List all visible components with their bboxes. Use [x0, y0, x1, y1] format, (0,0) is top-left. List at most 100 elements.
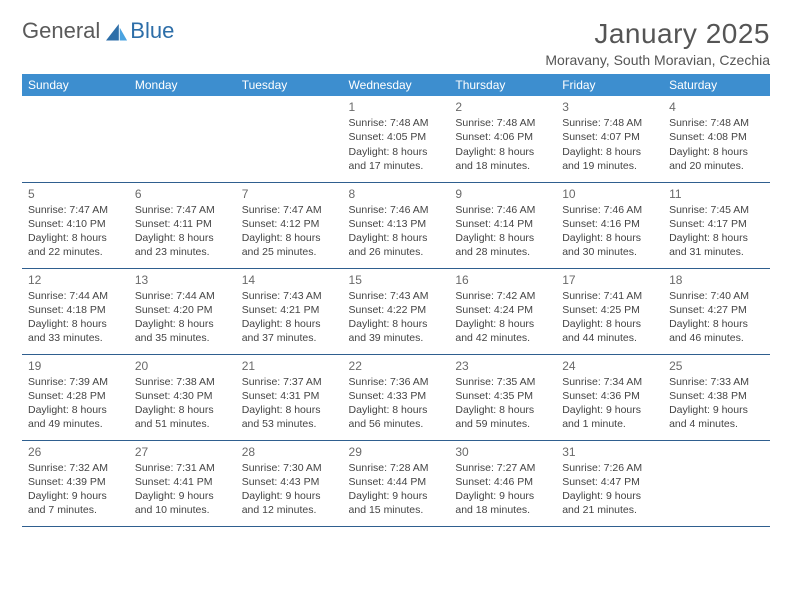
sunset-line: Sunset: 4:39 PM	[28, 475, 123, 489]
sunrise-line: Sunrise: 7:48 AM	[669, 116, 764, 130]
sunrise-line: Sunrise: 7:43 AM	[242, 289, 337, 303]
daylight-line: Daylight: 8 hours and 37 minutes.	[242, 317, 337, 345]
calendar-body: 1Sunrise: 7:48 AMSunset: 4:05 PMDaylight…	[22, 96, 770, 526]
calendar-table: SundayMondayTuesdayWednesdayThursdayFrid…	[22, 74, 770, 527]
daylight-line: Daylight: 8 hours and 25 minutes.	[242, 231, 337, 259]
day-number: 16	[455, 272, 550, 288]
calendar-day-cell: 26Sunrise: 7:32 AMSunset: 4:39 PMDayligh…	[22, 440, 129, 526]
daylight-line: Daylight: 9 hours and 15 minutes.	[349, 489, 444, 517]
logo-text-general: General	[22, 18, 100, 44]
sunrise-line: Sunrise: 7:48 AM	[562, 116, 657, 130]
daylight-line: Daylight: 8 hours and 49 minutes.	[28, 403, 123, 431]
day-number: 24	[562, 358, 657, 374]
calendar-empty-cell	[236, 96, 343, 182]
sunrise-line: Sunrise: 7:32 AM	[28, 461, 123, 475]
calendar-week-row: 1Sunrise: 7:48 AMSunset: 4:05 PMDaylight…	[22, 96, 770, 182]
daylight-line: Daylight: 8 hours and 33 minutes.	[28, 317, 123, 345]
day-number: 26	[28, 444, 123, 460]
daylight-line: Daylight: 9 hours and 18 minutes.	[455, 489, 550, 517]
sunrise-line: Sunrise: 7:26 AM	[562, 461, 657, 475]
sunset-line: Sunset: 4:36 PM	[562, 389, 657, 403]
calendar-day-cell: 27Sunrise: 7:31 AMSunset: 4:41 PMDayligh…	[129, 440, 236, 526]
location: Moravany, South Moravian, Czechia	[545, 52, 770, 68]
calendar-week-row: 12Sunrise: 7:44 AMSunset: 4:18 PMDayligh…	[22, 268, 770, 354]
sunset-line: Sunset: 4:08 PM	[669, 130, 764, 144]
day-number: 19	[28, 358, 123, 374]
calendar-day-cell: 25Sunrise: 7:33 AMSunset: 4:38 PMDayligh…	[663, 354, 770, 440]
calendar-day-cell: 4Sunrise: 7:48 AMSunset: 4:08 PMDaylight…	[663, 96, 770, 182]
sunset-line: Sunset: 4:31 PM	[242, 389, 337, 403]
calendar-day-cell: 7Sunrise: 7:47 AMSunset: 4:12 PMDaylight…	[236, 182, 343, 268]
day-number: 30	[455, 444, 550, 460]
sunset-line: Sunset: 4:20 PM	[135, 303, 230, 317]
calendar-day-cell: 15Sunrise: 7:43 AMSunset: 4:22 PMDayligh…	[343, 268, 450, 354]
weekday-header: Sunday	[22, 74, 129, 96]
sunset-line: Sunset: 4:27 PM	[669, 303, 764, 317]
sunrise-line: Sunrise: 7:42 AM	[455, 289, 550, 303]
sunrise-line: Sunrise: 7:38 AM	[135, 375, 230, 389]
daylight-line: Daylight: 8 hours and 59 minutes.	[455, 403, 550, 431]
day-number: 14	[242, 272, 337, 288]
daylight-line: Daylight: 8 hours and 23 minutes.	[135, 231, 230, 259]
calendar-day-cell: 11Sunrise: 7:45 AMSunset: 4:17 PMDayligh…	[663, 182, 770, 268]
sunset-line: Sunset: 4:22 PM	[349, 303, 444, 317]
weekday-header: Tuesday	[236, 74, 343, 96]
sunrise-line: Sunrise: 7:44 AM	[135, 289, 230, 303]
daylight-line: Daylight: 9 hours and 1 minute.	[562, 403, 657, 431]
weekday-header: Monday	[129, 74, 236, 96]
daylight-line: Daylight: 8 hours and 35 minutes.	[135, 317, 230, 345]
day-number: 11	[669, 186, 764, 202]
daylight-line: Daylight: 8 hours and 39 minutes.	[349, 317, 444, 345]
calendar-day-cell: 23Sunrise: 7:35 AMSunset: 4:35 PMDayligh…	[449, 354, 556, 440]
calendar-week-row: 5Sunrise: 7:47 AMSunset: 4:10 PMDaylight…	[22, 182, 770, 268]
sunrise-line: Sunrise: 7:40 AM	[669, 289, 764, 303]
day-number: 12	[28, 272, 123, 288]
logo-text-blue: Blue	[130, 18, 174, 43]
sunrise-line: Sunrise: 7:37 AM	[242, 375, 337, 389]
calendar-day-cell: 21Sunrise: 7:37 AMSunset: 4:31 PMDayligh…	[236, 354, 343, 440]
sunset-line: Sunset: 4:18 PM	[28, 303, 123, 317]
sunrise-line: Sunrise: 7:47 AM	[242, 203, 337, 217]
sunset-line: Sunset: 4:14 PM	[455, 217, 550, 231]
daylight-line: Daylight: 8 hours and 31 minutes.	[669, 231, 764, 259]
daylight-line: Daylight: 8 hours and 51 minutes.	[135, 403, 230, 431]
day-number: 8	[349, 186, 444, 202]
calendar-day-cell: 6Sunrise: 7:47 AMSunset: 4:11 PMDaylight…	[129, 182, 236, 268]
daylight-line: Daylight: 8 hours and 26 minutes.	[349, 231, 444, 259]
weekday-header: Wednesday	[343, 74, 450, 96]
month-title: January 2025	[545, 18, 770, 50]
calendar-day-cell: 16Sunrise: 7:42 AMSunset: 4:24 PMDayligh…	[449, 268, 556, 354]
day-number: 4	[669, 99, 764, 115]
logo-sail-icon	[106, 22, 128, 40]
sunset-line: Sunset: 4:21 PM	[242, 303, 337, 317]
sunset-line: Sunset: 4:11 PM	[135, 217, 230, 231]
sunrise-line: Sunrise: 7:28 AM	[349, 461, 444, 475]
calendar-day-cell: 13Sunrise: 7:44 AMSunset: 4:20 PMDayligh…	[129, 268, 236, 354]
weekday-header: Thursday	[449, 74, 556, 96]
sunrise-line: Sunrise: 7:45 AM	[669, 203, 764, 217]
day-number: 20	[135, 358, 230, 374]
sunrise-line: Sunrise: 7:39 AM	[28, 375, 123, 389]
sunset-line: Sunset: 4:38 PM	[669, 389, 764, 403]
title-block: January 2025 Moravany, South Moravian, C…	[545, 18, 770, 68]
day-number: 21	[242, 358, 337, 374]
daylight-line: Daylight: 9 hours and 12 minutes.	[242, 489, 337, 517]
day-number: 5	[28, 186, 123, 202]
sunrise-line: Sunrise: 7:34 AM	[562, 375, 657, 389]
calendar-day-cell: 29Sunrise: 7:28 AMSunset: 4:44 PMDayligh…	[343, 440, 450, 526]
calendar-week-row: 19Sunrise: 7:39 AMSunset: 4:28 PMDayligh…	[22, 354, 770, 440]
calendar-day-cell: 2Sunrise: 7:48 AMSunset: 4:06 PMDaylight…	[449, 96, 556, 182]
sunset-line: Sunset: 4:30 PM	[135, 389, 230, 403]
sunset-line: Sunset: 4:33 PM	[349, 389, 444, 403]
daylight-line: Daylight: 8 hours and 22 minutes.	[28, 231, 123, 259]
sunset-line: Sunset: 4:46 PM	[455, 475, 550, 489]
sunrise-line: Sunrise: 7:35 AM	[455, 375, 550, 389]
sunset-line: Sunset: 4:07 PM	[562, 130, 657, 144]
day-number: 23	[455, 358, 550, 374]
sunset-line: Sunset: 4:13 PM	[349, 217, 444, 231]
day-number: 13	[135, 272, 230, 288]
sunrise-line: Sunrise: 7:47 AM	[28, 203, 123, 217]
sunrise-line: Sunrise: 7:46 AM	[349, 203, 444, 217]
day-number: 6	[135, 186, 230, 202]
daylight-line: Daylight: 8 hours and 17 minutes.	[349, 145, 444, 173]
